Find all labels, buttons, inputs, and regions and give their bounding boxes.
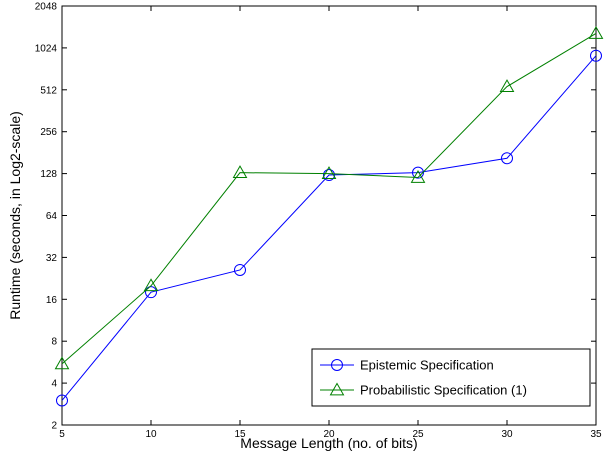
y-axis-ticks: 2 4 8 16 32 64 128 256 512 1024 2048 xyxy=(35,2,596,432)
y-tick-label: 2048 xyxy=(35,2,58,13)
y-tick-label: 256 xyxy=(40,127,57,138)
circle-marker xyxy=(234,263,246,276)
circle-marker xyxy=(412,166,424,179)
y-tick-label: 128 xyxy=(40,169,57,180)
triangle-marker xyxy=(232,165,248,179)
circle-marker xyxy=(56,394,68,407)
x-tick-label: 10 xyxy=(145,429,157,440)
triangle-marker xyxy=(410,169,426,183)
triangle-marker xyxy=(499,79,515,92)
x-tick-label: 25 xyxy=(412,429,424,440)
legend: Epistemic Specification Probabilistic Spe… xyxy=(311,348,591,407)
legend-box xyxy=(311,348,591,407)
circle-marker xyxy=(501,152,513,165)
series-layer xyxy=(54,25,604,407)
circle-marker xyxy=(331,359,343,371)
triangle-marker xyxy=(588,25,604,39)
triangle-marker xyxy=(54,356,70,370)
series-line xyxy=(61,55,597,401)
x-tick-label: 20 xyxy=(323,429,335,440)
y-tick-label: 16 xyxy=(46,295,58,306)
x-tick-label: 35 xyxy=(590,429,602,440)
legend-label: Epistemic Specification xyxy=(360,358,494,373)
x-tick-label: 30 xyxy=(501,429,513,440)
y-tick-label: 4 xyxy=(51,379,57,390)
circle-marker xyxy=(323,169,335,182)
series-line xyxy=(61,33,597,365)
x-axis-label: Message Length (no. of bits) xyxy=(240,435,417,451)
x-tick-label: 15 xyxy=(234,429,246,440)
triangle-marker xyxy=(143,278,159,292)
x-tick-label: 5 xyxy=(59,429,65,440)
x-axis-ticks: 5 10 15 20 25 30 35 xyxy=(59,6,602,440)
y-tick-label: 512 xyxy=(40,85,57,96)
circle-marker xyxy=(145,286,157,299)
y-axis-label: Runtime (seconds, in Log2-scale) xyxy=(7,111,23,320)
circle-marker xyxy=(590,49,602,62)
series-2 xyxy=(54,25,604,370)
legend-label: Probabilistic Specification (1) xyxy=(360,383,527,398)
triangle-marker xyxy=(329,382,345,396)
y-tick-label: 2 xyxy=(51,421,57,432)
y-tick-label: 64 xyxy=(46,211,58,222)
y-tick-label: 8 xyxy=(51,337,57,348)
y-tick-label: 32 xyxy=(46,253,58,264)
y-tick-label: 1024 xyxy=(35,43,58,54)
legend-item: Probabilistic Specification (1) xyxy=(320,382,527,398)
series-1 xyxy=(56,49,602,407)
legend-item: Epistemic Specification xyxy=(320,358,494,373)
triangle-marker xyxy=(321,166,337,179)
